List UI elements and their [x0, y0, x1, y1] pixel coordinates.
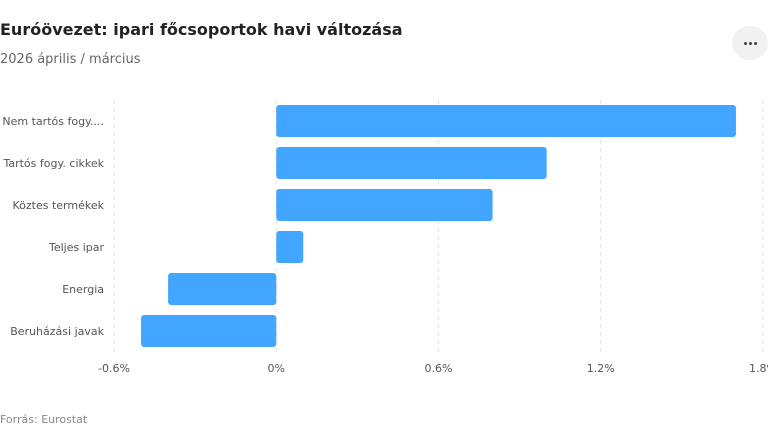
x-tick-label: 1.8% — [749, 362, 768, 375]
x-tick-label: 1.2% — [587, 362, 615, 375]
category-label: Köztes termékek — [13, 199, 105, 212]
bar-chart: Nem tartós fogy.... Tartós fogy. cikkek Kö… — [2, 100, 768, 375]
bar — [168, 273, 277, 305]
chart-title: Euróövezet: ipari főcsoportok havi válto… — [0, 20, 403, 39]
category-label: Tartós fogy. cikkek — [2, 157, 104, 170]
category-label: Nem tartós fogy.... — [2, 115, 104, 128]
chart-subtitle: 2026 április / március — [0, 52, 141, 67]
bar — [276, 147, 547, 179]
category-label: Beruházási javak — [10, 325, 104, 338]
bar — [276, 105, 736, 137]
more-horizontal-icon — [743, 41, 757, 45]
chart-menu-button[interactable] — [732, 26, 768, 60]
bar — [141, 315, 277, 347]
bar — [276, 189, 493, 221]
category-label: Energia — [62, 283, 104, 296]
x-tick-label: 0.6% — [425, 362, 453, 375]
source-note: Forrás: Eurostat — [0, 413, 88, 426]
category-label: Teljes ipar — [48, 241, 105, 254]
bar — [276, 231, 304, 263]
x-tick-label: 0% — [268, 362, 285, 375]
x-tick-label: -0.6% — [98, 362, 130, 375]
